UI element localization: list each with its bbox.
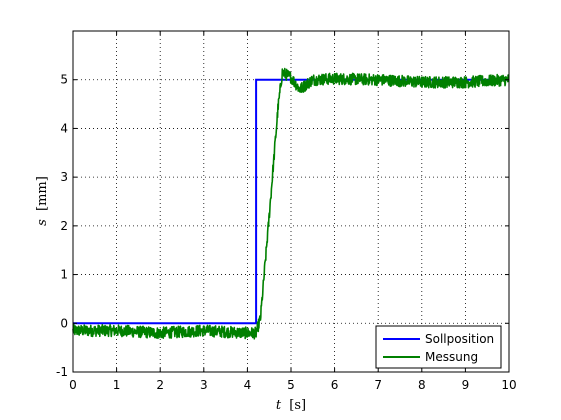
legend-label-sollposition: Sollposition (425, 332, 494, 346)
y-axis-unit: [mm] (35, 176, 50, 211)
x-tick-label: 9 (462, 378, 470, 392)
y-axis-symbol: s (35, 219, 50, 226)
series-layer (72, 67, 510, 340)
y-tick-label: 5 (60, 73, 68, 87)
x-axis-symbol: t (276, 398, 282, 413)
x-tick-label: 10 (501, 378, 516, 392)
y-tick-label: 0 (60, 316, 68, 330)
x-tick-label: 0 (69, 378, 77, 392)
x-tick-label: 2 (156, 378, 164, 392)
x-tick-label: 3 (200, 378, 208, 392)
x-axis-label: t [s] (276, 398, 306, 413)
legend: Sollposition Messung (375, 325, 502, 369)
x-tick-label: 7 (374, 378, 382, 392)
x-tick-labels: 0 1 2 3 4 5 6 7 8 9 10 (69, 378, 516, 392)
legend-box (375, 325, 502, 369)
y-tick-label: -1 (56, 365, 68, 379)
y-tick-label: 2 (60, 219, 68, 233)
y-tick-labels: -1 0 1 2 3 4 5 (56, 73, 68, 379)
y-axis-label: s [mm] (35, 176, 50, 226)
x-tick-label: 4 (244, 378, 252, 392)
x-tick-label: 8 (418, 378, 426, 392)
x-axis-unit: [s] (289, 398, 306, 413)
y-tick-label: 3 (60, 170, 68, 184)
series-line-messung (72, 67, 510, 340)
y-tick-label: 4 (60, 121, 68, 135)
x-tick-label: 6 (331, 378, 339, 392)
legend-label-messung: Messung (425, 350, 478, 364)
x-tick-label: 5 (287, 378, 295, 392)
tick-marks (72, 31, 510, 373)
x-tick-label: 1 (113, 378, 121, 392)
y-tick-label: 1 (60, 268, 68, 282)
